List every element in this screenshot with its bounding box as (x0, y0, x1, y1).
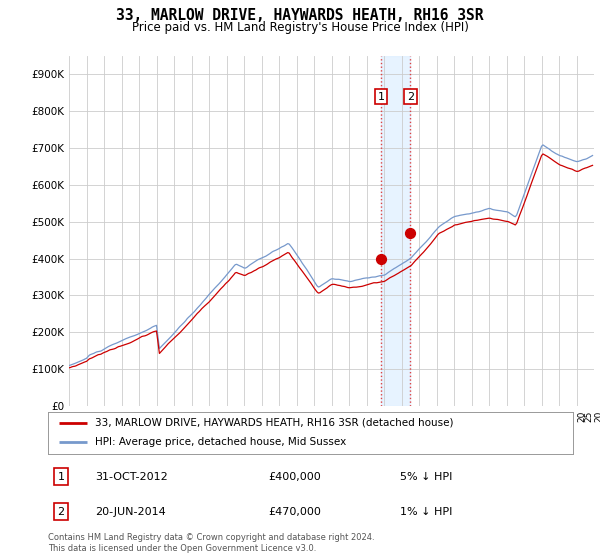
Text: 33, MARLOW DRIVE, HAYWARDS HEATH, RH16 3SR (detached house): 33, MARLOW DRIVE, HAYWARDS HEATH, RH16 3… (95, 418, 454, 428)
Text: 33, MARLOW DRIVE, HAYWARDS HEATH, RH16 3SR: 33, MARLOW DRIVE, HAYWARDS HEATH, RH16 3… (116, 8, 484, 24)
Bar (381, 56, 410, 406)
Text: £400,000: £400,000 (269, 472, 321, 482)
Text: 31-OCT-2012: 31-OCT-2012 (95, 472, 168, 482)
Text: HPI: Average price, detached house, Mid Sussex: HPI: Average price, detached house, Mid … (95, 437, 347, 447)
Text: Price paid vs. HM Land Registry's House Price Index (HPI): Price paid vs. HM Land Registry's House … (131, 21, 469, 34)
Text: £470,000: £470,000 (269, 507, 322, 517)
Point (376, 254, 386, 263)
Text: 20-JUN-2014: 20-JUN-2014 (95, 507, 166, 517)
Text: 1: 1 (377, 91, 385, 101)
Text: Contains HM Land Registry data © Crown copyright and database right 2024.
This d: Contains HM Land Registry data © Crown c… (48, 533, 374, 553)
Text: 2: 2 (407, 91, 414, 101)
Text: 1% ↓ HPI: 1% ↓ HPI (400, 507, 452, 517)
Text: 5% ↓ HPI: 5% ↓ HPI (400, 472, 452, 482)
Text: 1: 1 (58, 472, 65, 482)
Point (406, 228, 415, 237)
Text: 2: 2 (58, 507, 65, 517)
